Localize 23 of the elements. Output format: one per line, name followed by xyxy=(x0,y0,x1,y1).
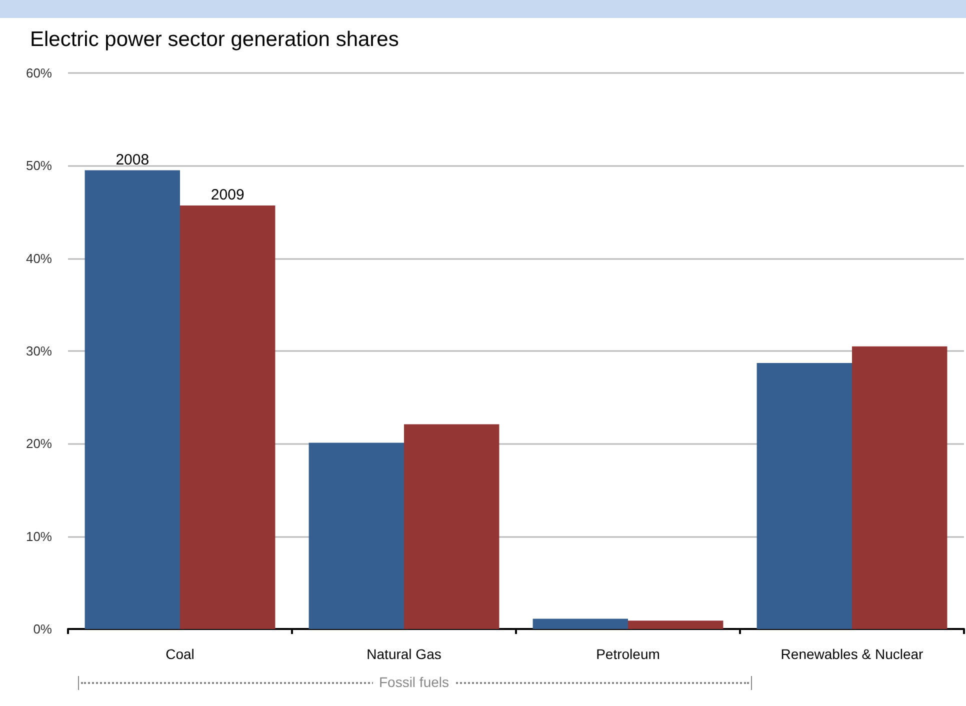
x-tick-label: Renewables & Nuclear xyxy=(780,646,924,662)
x-tick-label: Coal xyxy=(166,646,194,662)
y-tick-label: 0% xyxy=(33,622,52,636)
y-tick-label: 30% xyxy=(26,344,52,358)
chart-title: Electric power sector generation shares xyxy=(30,28,399,52)
bar xyxy=(852,346,948,629)
x-tick-label: Natural Gas xyxy=(366,646,442,662)
x-tick-label: Petroleum xyxy=(596,646,660,662)
bar xyxy=(756,363,852,629)
bar xyxy=(308,442,404,629)
bar xyxy=(404,424,500,629)
y-tick-label: 40% xyxy=(26,250,52,266)
series-label: 2008 xyxy=(116,151,150,168)
bar xyxy=(628,620,724,629)
text: Fossil fuels xyxy=(372,674,456,690)
bar xyxy=(84,170,180,629)
y-tick-label: 20% xyxy=(26,436,52,452)
y-tick-label: 10% xyxy=(26,528,52,544)
y-tick-label: 60% xyxy=(26,66,52,80)
y-tick-label: 50% xyxy=(26,158,52,174)
bar xyxy=(532,618,628,629)
bar xyxy=(180,206,276,629)
series-label: 2009 xyxy=(210,186,244,204)
